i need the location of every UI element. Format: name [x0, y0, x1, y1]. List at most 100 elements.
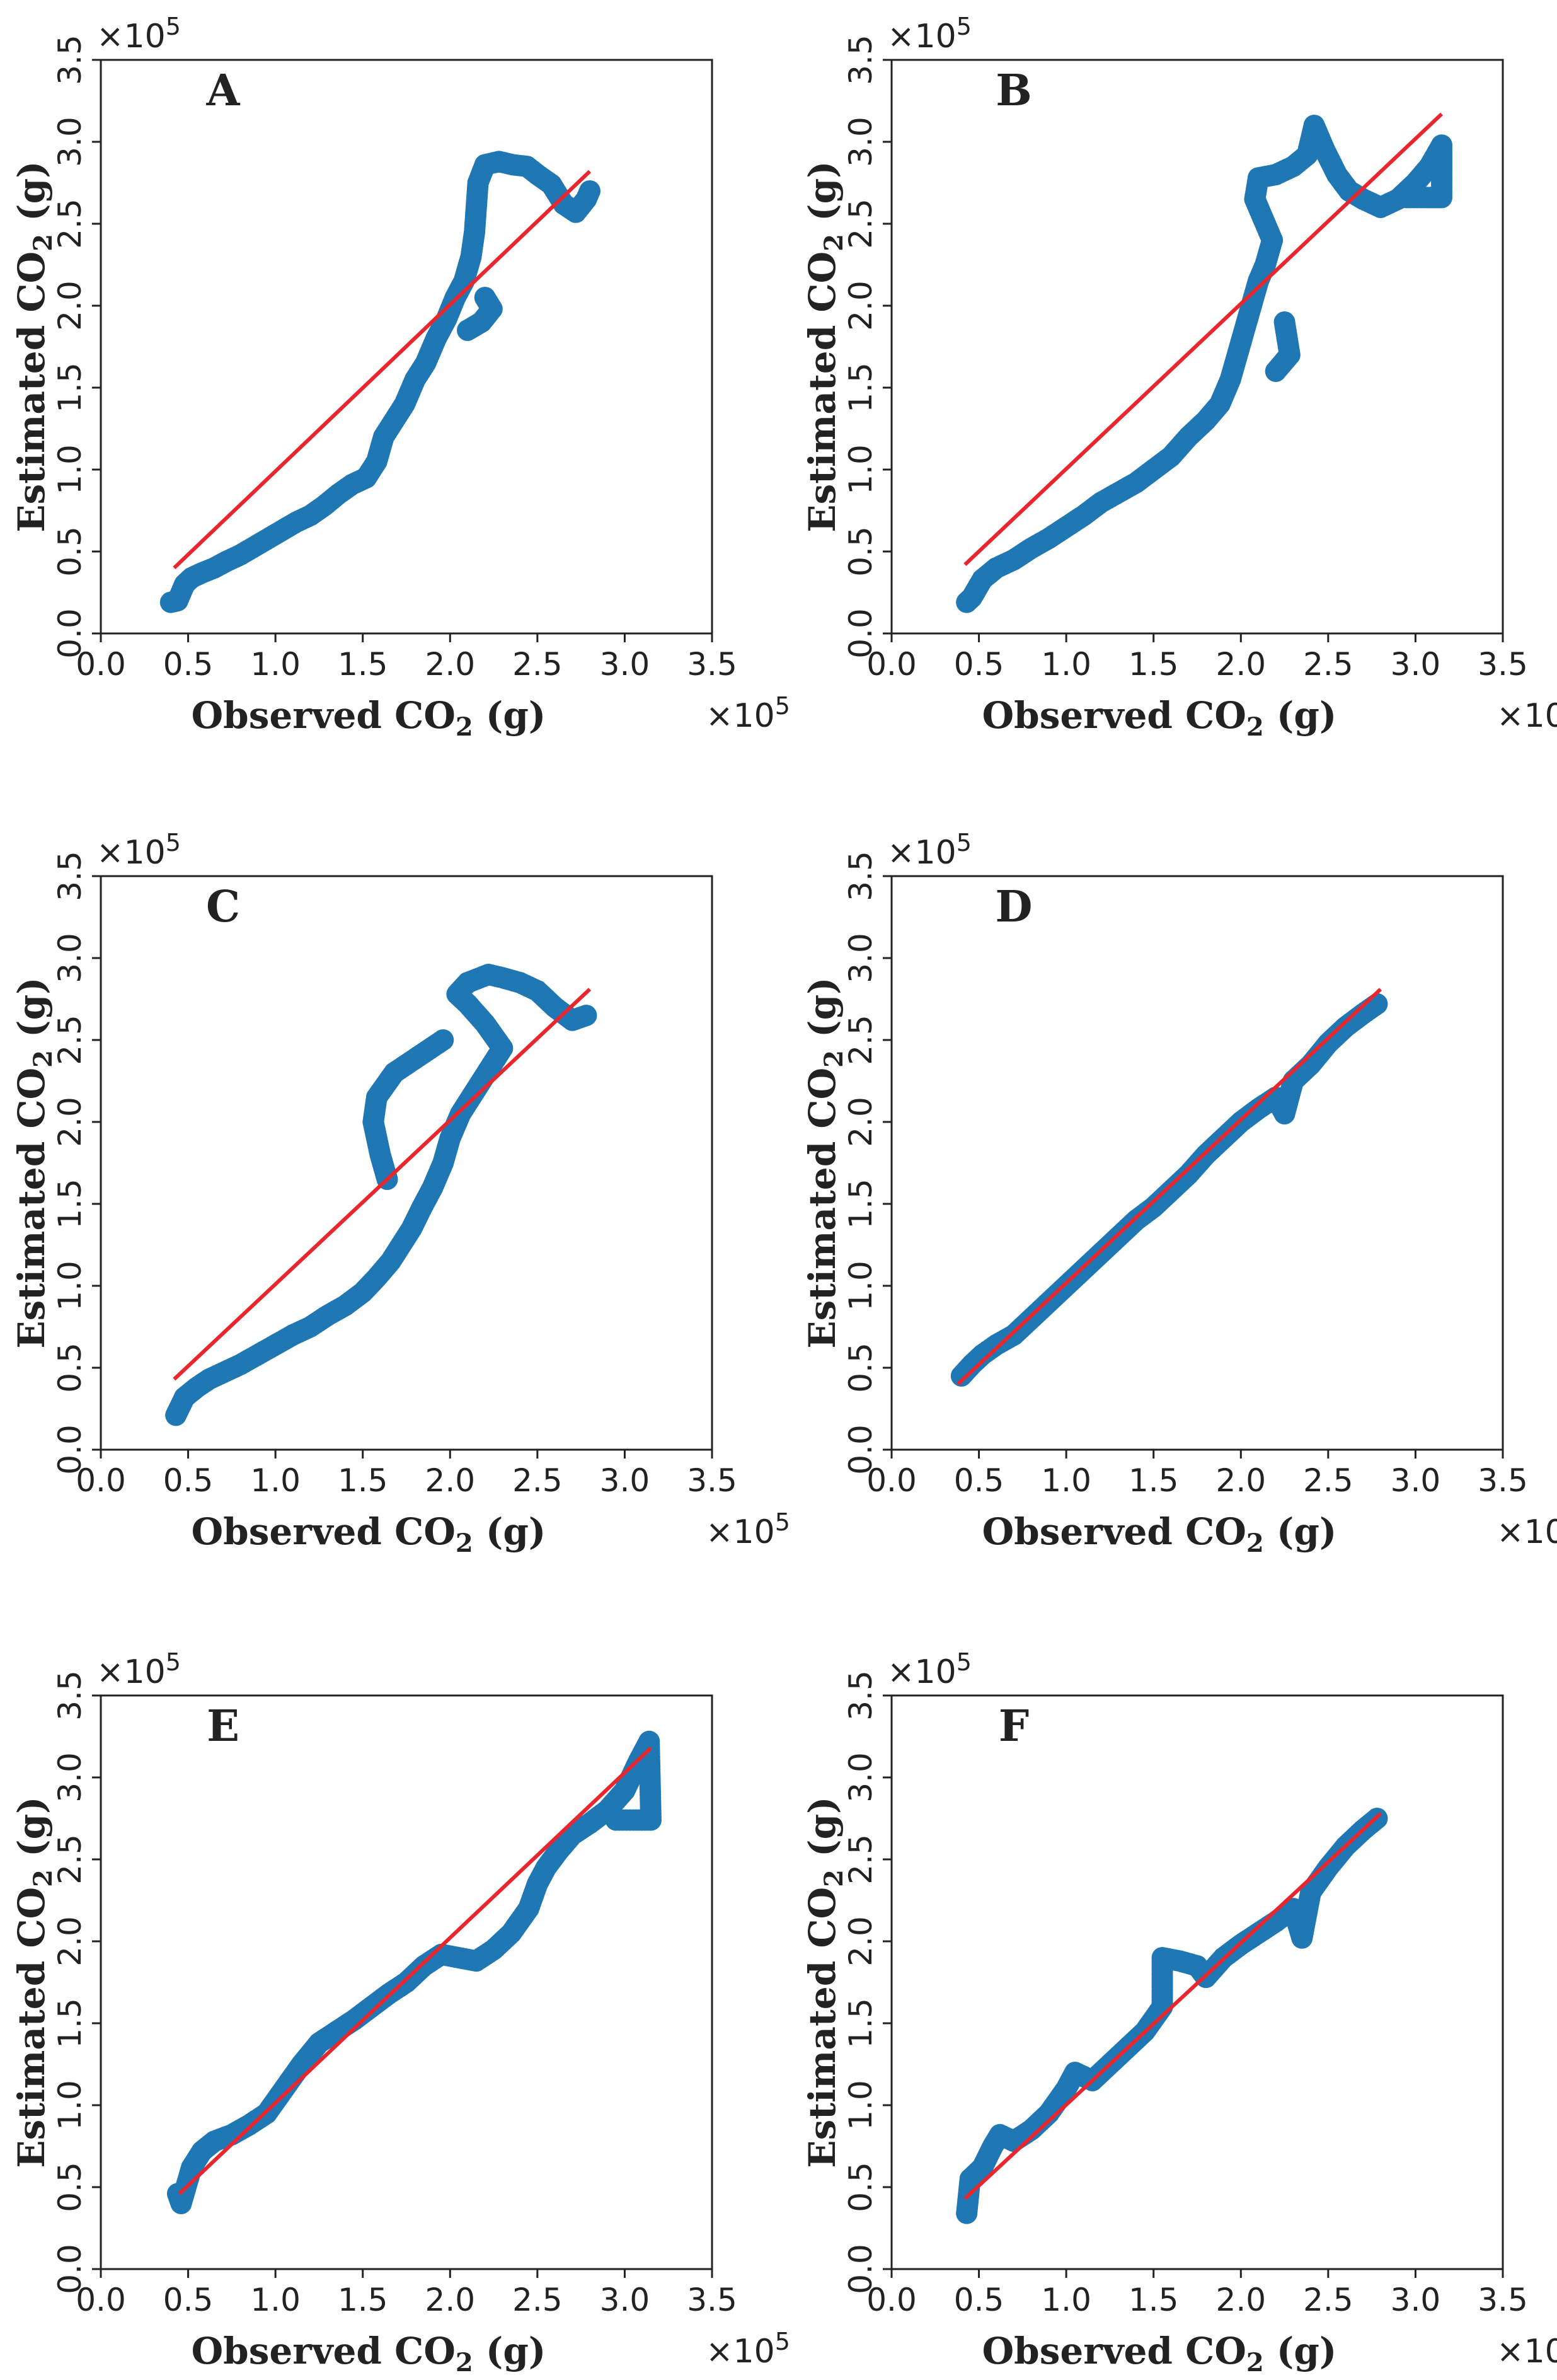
plot-frame	[100, 875, 713, 1451]
y-tick-label: 2.5	[52, 199, 88, 249]
x-multiplier: ×105	[1497, 2328, 1557, 2371]
y-tick-label: 1.0	[842, 444, 879, 495]
x-tick-label: 0.0	[76, 646, 126, 683]
y-tick-label: 1.0	[842, 1261, 879, 1311]
data-point	[457, 320, 478, 341]
x-tick-label: 3.0	[1391, 646, 1441, 683]
fit-line	[963, 112, 1444, 566]
x-tick-label: 3.5	[687, 1462, 737, 1499]
x-tick-label: 3.0	[1391, 1462, 1441, 1499]
panel-title: D	[996, 882, 1033, 932]
y-tick-label: 1.0	[52, 444, 88, 495]
y-tick-label: 0.0	[842, 2244, 879, 2294]
y-tick-label: 0.5	[842, 1343, 879, 1393]
y-multiplier: ×105	[887, 1648, 972, 1691]
panel-a: 0.0 0.5 1.0 1.5 2.0 2.5 3.0 3.5 0.0 0.5 1.0 1.5 2.0 2…	[10, 13, 790, 742]
y-multiplier: ×105	[887, 829, 972, 872]
y-axis-label: Estimated CO2 (g)	[10, 161, 58, 532]
y-tick-label: 3.5	[842, 851, 879, 901]
y-tick-label: 1.0	[52, 2080, 88, 2130]
y-tick-label: 2.5	[842, 199, 879, 249]
y-multiplier: ×105	[887, 13, 972, 55]
x-tick-label: 3.5	[1478, 1462, 1528, 1499]
y-tick-label: 1.5	[52, 362, 88, 413]
x-tick-label: 2.5	[1303, 1462, 1353, 1499]
x-tick-label: 2.0	[1216, 2282, 1267, 2318]
x-tick-label: 3.5	[687, 2282, 737, 2318]
x-tick-label: 2.5	[512, 646, 563, 683]
y-tick-label: 3.5	[842, 1670, 879, 1721]
y-tick-label: 3.5	[52, 1670, 88, 1721]
y-tick-label: 0.5	[842, 2162, 879, 2212]
panel-title: F	[999, 1701, 1029, 1752]
y-tick-label: 1.5	[52, 1998, 88, 2048]
data-point	[1366, 993, 1388, 1015]
x-tick-label: 0.0	[866, 646, 917, 683]
x-tick-label: 1.0	[250, 646, 301, 683]
x-tick-label: 0.0	[866, 1462, 917, 1499]
y-tick-label: 0.0	[842, 1424, 879, 1475]
y-axis-label: Estimated CO2 (g)	[801, 1796, 849, 2168]
x-tick-label: 0.5	[954, 2282, 1004, 2318]
x-axis-label: Observed CO2 (g)	[982, 694, 1337, 742]
x-tick-label: 0.0	[76, 2282, 126, 2318]
x-tick-label: 0.5	[163, 2282, 214, 2318]
data-point	[579, 180, 600, 202]
y-tick-label: 0.5	[842, 526, 879, 577]
x-tick-label: 2.0	[425, 2282, 476, 2318]
y-tick-label: 3.5	[842, 35, 879, 85]
x-tick-label: 3.5	[1478, 2282, 1528, 2318]
y-tick-label: 3.5	[52, 35, 88, 85]
x-tick-label: 1.5	[1129, 646, 1179, 683]
y-tick-label: 2.0	[52, 1916, 88, 1967]
y-tick-label: 1.0	[52, 1261, 88, 1311]
y-tick-label: 3.0	[842, 117, 879, 167]
x-tick-label: 3.0	[1391, 2282, 1441, 2318]
y-axis-label: Estimated CO2 (g)	[10, 1796, 58, 2168]
data-point	[1396, 187, 1418, 209]
y-tick-label: 0.5	[52, 2162, 88, 2212]
panel-title: B	[996, 66, 1031, 116]
x-tick-label: 1.5	[338, 646, 388, 683]
x-tick-label: 1.0	[250, 1462, 301, 1499]
panel-c: 0.0 0.5 1.0 1.5 2.0 2.5 3.0 3.5 0.0 0.5 1.0 1.5 2.0 2…	[10, 829, 790, 1558]
y-axis-label: Estimated CO2 (g)	[801, 977, 849, 1348]
y-axis-label: Estimated CO2 (g)	[801, 161, 849, 532]
y-tick-label: 0.0	[842, 608, 879, 659]
fit-line	[173, 170, 592, 570]
y-tick-label: 0.5	[52, 526, 88, 577]
y-tick-label: 3.0	[52, 117, 88, 167]
plot-frame	[890, 1694, 1504, 2270]
y-tick-label: 2.5	[842, 1015, 879, 1065]
y-multiplier: ×105	[96, 13, 181, 55]
panel-b: 0.0 0.5 1.0 1.5 2.0 2.5 3.0 3.5 0.0 0.5 1.0 1.5 2.0 2…	[801, 13, 1557, 742]
panel-d: 0.0 0.5 1.0 1.5 2.0 2.5 3.0 3.5 0.0 0.5 1.0 1.5 2.0 2…	[801, 829, 1557, 1558]
x-tick-label: 2.5	[512, 1462, 563, 1499]
x-multiplier: ×105	[1497, 1508, 1557, 1551]
y-multiplier: ×105	[96, 1648, 181, 1691]
x-tick-label: 0.5	[954, 646, 1004, 683]
x-tick-label: 1.5	[1129, 1462, 1179, 1499]
data-point	[1265, 361, 1287, 382]
y-tick-label: 3.0	[52, 1752, 88, 1803]
x-tick-label: 2.5	[1303, 646, 1353, 683]
x-tick-label: 3.0	[600, 646, 650, 683]
panel-title: C	[206, 882, 240, 932]
y-tick-label: 2.5	[52, 1015, 88, 1065]
plot-frame	[100, 59, 713, 635]
x-tick-label: 3.5	[687, 646, 737, 683]
panel-title: E	[207, 1701, 239, 1752]
y-tick-label: 2.0	[842, 280, 879, 331]
fit-line	[957, 988, 1382, 1386]
y-multiplier: ×105	[96, 829, 181, 872]
y-tick-label: 2.0	[52, 280, 88, 331]
fit-line	[963, 1811, 1382, 2200]
panel-title: A	[206, 66, 241, 116]
y-tick-label: 2.5	[842, 1834, 879, 1885]
x-tick-label: 0.5	[954, 1462, 1004, 1499]
x-tick-label: 2.5	[1303, 2282, 1353, 2318]
x-tick-label: 3.5	[1478, 646, 1528, 683]
plot-frame	[100, 1694, 713, 2270]
plot-frame	[890, 59, 1504, 635]
